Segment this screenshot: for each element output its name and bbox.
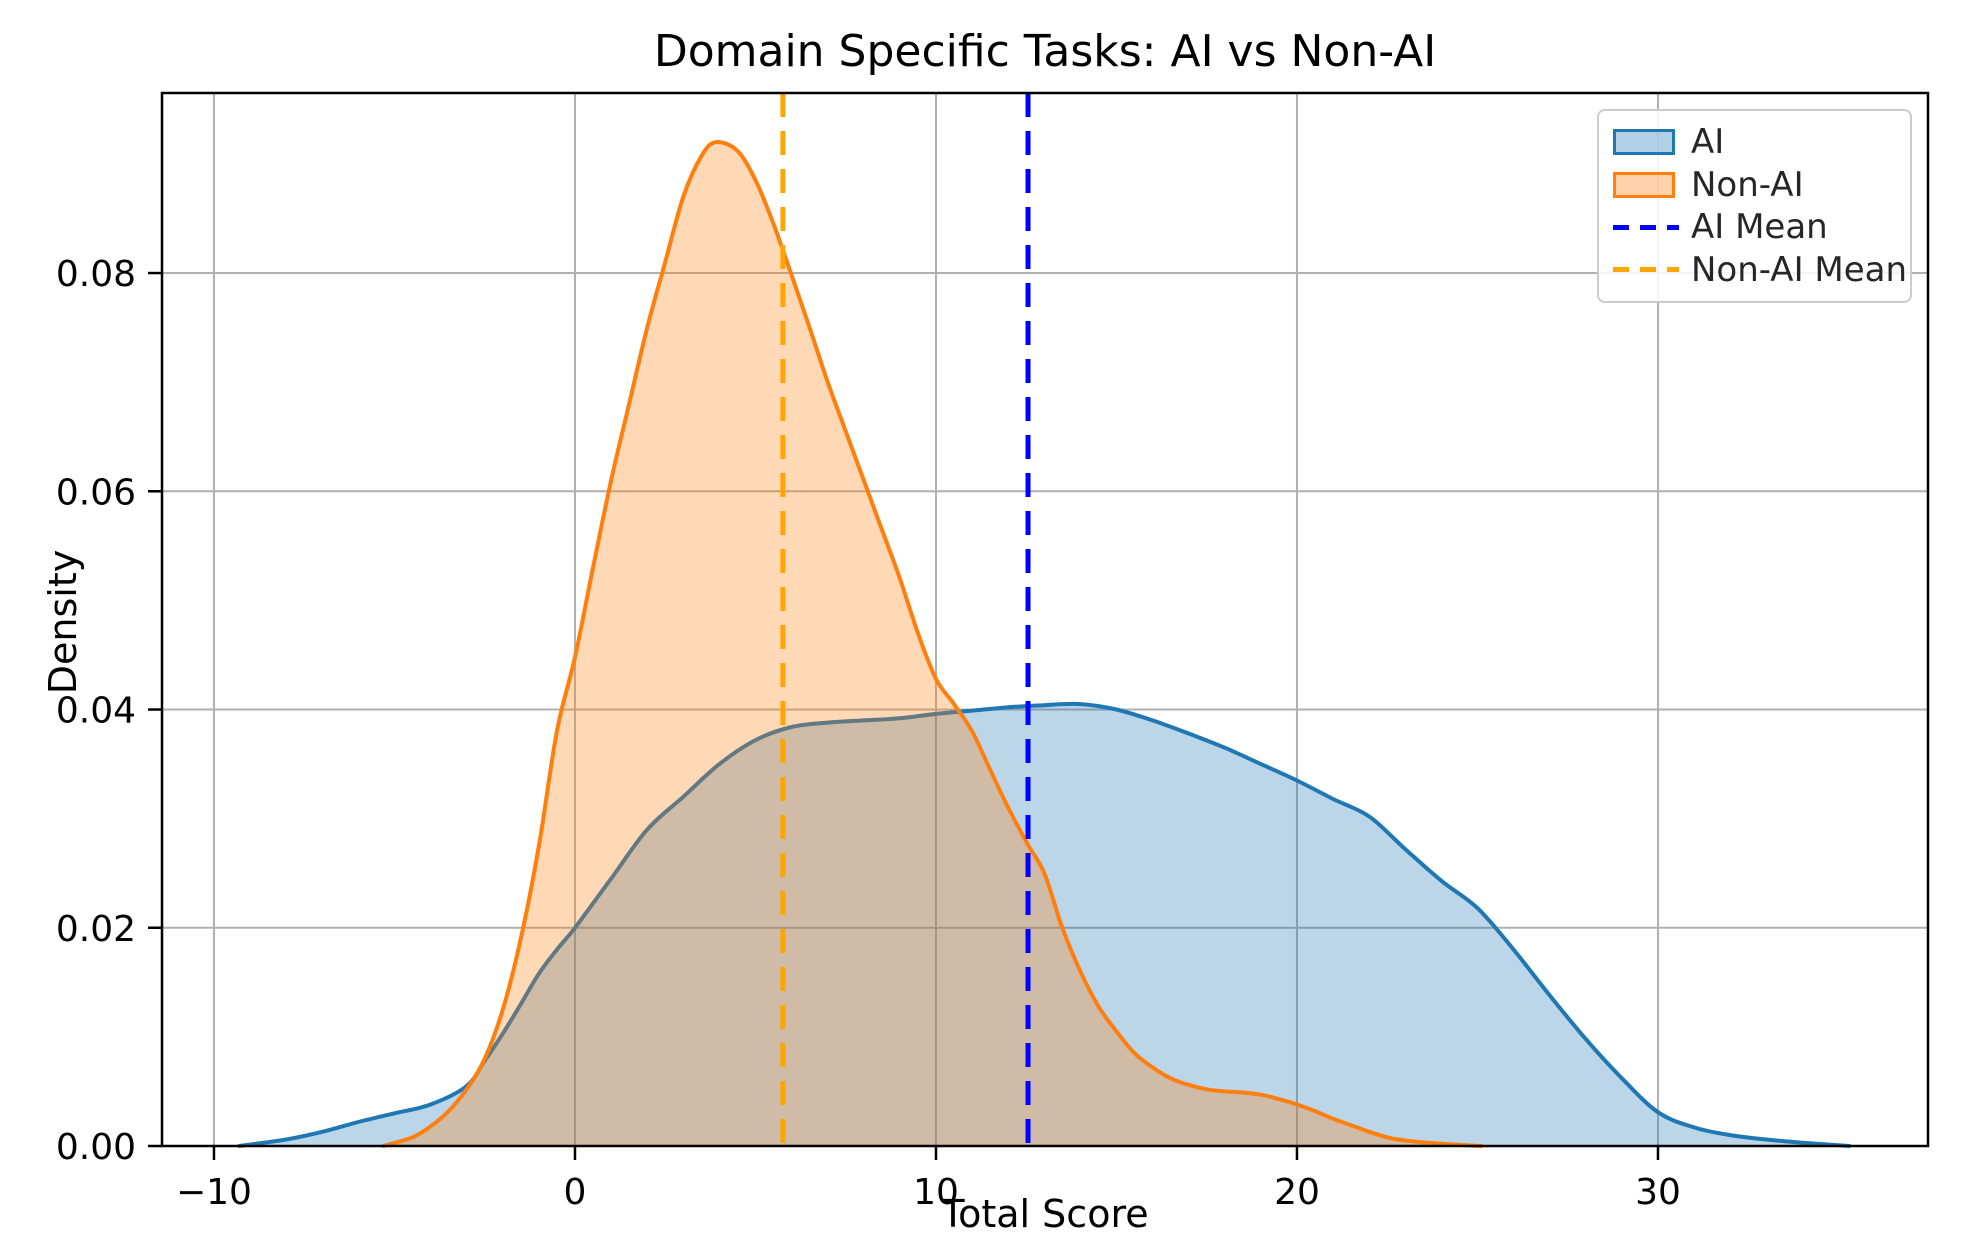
y-axis-label: Density xyxy=(41,549,85,695)
y-tick-label: 0.06 xyxy=(56,472,136,513)
chart-title: Domain Specific Tasks: AI vs Non-AI xyxy=(653,26,1437,77)
x-axis-label: Total Score xyxy=(941,1192,1149,1236)
legend-item-ai: AI xyxy=(1613,121,1896,164)
legend-label: Non-AI Mean xyxy=(1691,249,1908,290)
legend-item-ai-mean: AI Mean xyxy=(1613,206,1896,249)
non-ai-patch-swatch xyxy=(1613,171,1675,198)
tick-label-layer: −10 0 10 20 30 0.00 0.02 0.04 0.06 0.08 xyxy=(56,254,1681,1213)
legend-item-non-ai: Non-AI xyxy=(1613,164,1896,207)
x-tick-label: −10 xyxy=(176,1172,252,1213)
y-tick-label: 0.08 xyxy=(56,254,136,295)
ai-mean-dash-swatch xyxy=(1613,224,1679,230)
legend-label: AI xyxy=(1691,122,1725,163)
series-layer xyxy=(237,139,1852,1148)
plot-spines xyxy=(160,91,1930,1148)
y-tick-label: 0.04 xyxy=(56,691,136,732)
x-tick-label: 0 xyxy=(564,1172,587,1213)
legend-label: Non-AI xyxy=(1691,164,1804,205)
y-tick-label: 0.02 xyxy=(56,909,136,950)
mean-lines-layer xyxy=(780,93,1031,1146)
density-fill-non-ai xyxy=(383,141,1482,1146)
non-ai-mean-dash-swatch xyxy=(1613,267,1679,273)
legend-item-non-ai-mean: Non-AI Mean xyxy=(1613,249,1907,292)
axes-layer xyxy=(148,91,1930,1160)
x-tick-label: 30 xyxy=(1635,1172,1681,1213)
y-tick-label: 0.00 xyxy=(56,1127,136,1168)
x-tick-label: 20 xyxy=(1274,1172,1320,1213)
density-curve-ai xyxy=(237,701,1852,1148)
legend-label: AI Mean xyxy=(1691,207,1828,248)
x-tick-label: 10 xyxy=(913,1172,959,1213)
density-fill-ai xyxy=(239,703,1850,1146)
ai-patch-swatch xyxy=(1613,129,1675,156)
density-curve-non-ai xyxy=(381,139,1484,1148)
legend: AI Non-AI AI Mean Non-AI Mean xyxy=(1597,109,1912,303)
